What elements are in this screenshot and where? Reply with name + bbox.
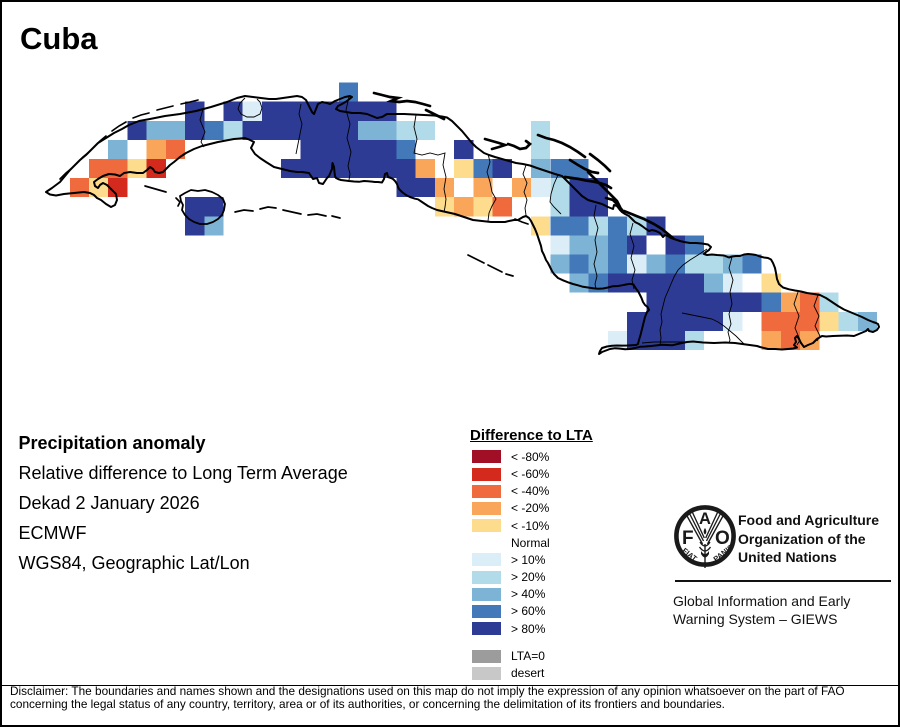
svg-text:A: A (699, 510, 711, 528)
svg-text:F: F (682, 528, 694, 549)
svg-text:O: O (715, 528, 730, 549)
